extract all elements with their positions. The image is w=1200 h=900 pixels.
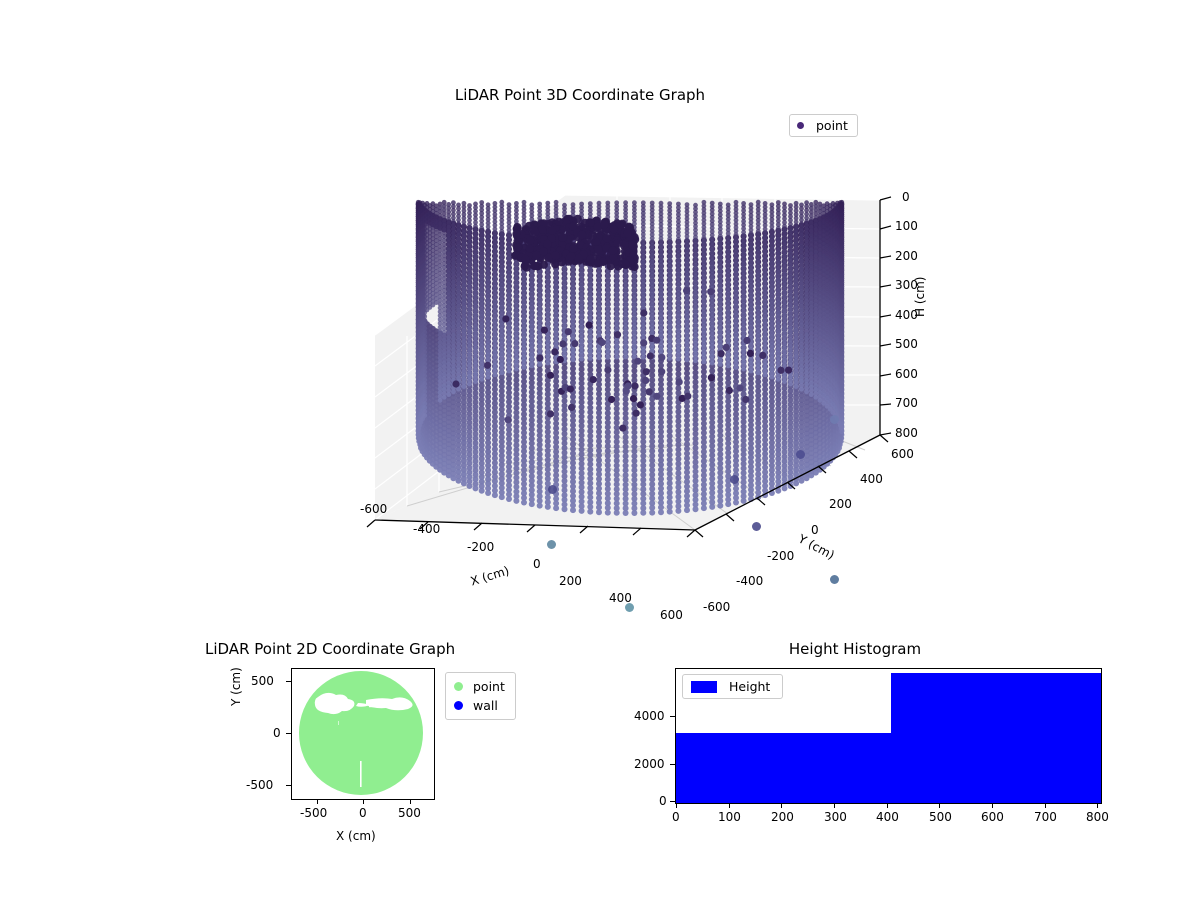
xtickhist-mark-600 xyxy=(992,803,993,808)
xtickhist-400: 400 xyxy=(876,810,899,824)
outlier-point xyxy=(730,475,739,484)
xtick2d-0: 0 xyxy=(359,806,367,820)
ytick-3d-n400: -400 xyxy=(736,574,763,588)
histogram-legend[interactable]: Height xyxy=(682,674,783,699)
ytickhist-mark-0 xyxy=(670,801,675,802)
xtick2d-n500: -500 xyxy=(300,806,327,820)
point-cloud-2d xyxy=(299,671,423,795)
ytick2d-mark-500 xyxy=(286,681,291,682)
wall-marker-icon xyxy=(454,701,463,710)
xtickhist-300: 300 xyxy=(824,810,847,824)
plot2d-legend-label-wall: wall xyxy=(473,698,498,713)
xtickhist-mark-400 xyxy=(887,803,888,808)
ytick-3d-n600: -600 xyxy=(703,600,730,614)
lidar-3d-axes: LiDAR Point 3D Coordinate Graph point xyxy=(300,70,960,630)
ytick-3d-n200: -200 xyxy=(767,549,794,563)
xtickhist-mark-300 xyxy=(834,803,835,808)
outlier-point xyxy=(830,415,839,424)
plot2d-legend-row-point[interactable]: point xyxy=(454,677,505,696)
xtick-3d-600: 600 xyxy=(660,608,683,622)
xtickhist-200: 200 xyxy=(771,810,794,824)
ytick-3d-600: 600 xyxy=(891,447,914,461)
outlier-point xyxy=(752,522,761,531)
xtickhist-mark-200 xyxy=(781,803,782,808)
xtickhist-600: 600 xyxy=(981,810,1004,824)
plot2d-legend-row-wall[interactable]: wall xyxy=(454,696,505,715)
xtickhist-0: 0 xyxy=(672,810,680,824)
ytick-3d-400: 400 xyxy=(860,472,883,486)
plot2d-canvas xyxy=(291,668,435,800)
ytickhist-0: 0 xyxy=(659,794,667,808)
hist-bar-1 xyxy=(676,733,891,803)
ztick-3d-700: 700 xyxy=(895,396,918,410)
ztick-3d-0: 0 xyxy=(902,190,910,204)
ylabel-2d: Y (cm) xyxy=(229,667,243,706)
xtickhist-mark-700 xyxy=(1045,803,1046,808)
outlier-point xyxy=(547,540,556,549)
xtick-3d-n200: -200 xyxy=(467,540,494,554)
height-histogram-axes: Height Histogram Height 0 2000 4000 0 10 xyxy=(620,640,1120,860)
ytick2d-n500: -500 xyxy=(246,778,273,792)
histogram-title: Height Histogram xyxy=(620,640,1090,658)
outlier-point xyxy=(625,603,634,612)
ztick-3d-600: 600 xyxy=(895,367,918,381)
xtick2d-500: 500 xyxy=(398,806,421,820)
outlier-point xyxy=(830,575,839,584)
xtickhist-mark-500 xyxy=(939,803,940,808)
height-swatch-icon xyxy=(691,681,717,693)
plot3d-svg xyxy=(300,90,960,630)
ytickhist-mark-4000 xyxy=(670,716,675,717)
xtick2d-mark-n500 xyxy=(317,799,318,804)
ztick-3d-100: 100 xyxy=(895,219,918,233)
outlier-point xyxy=(548,485,557,494)
hist-bar-2 xyxy=(891,673,1101,803)
xtickhist-100: 100 xyxy=(718,810,741,824)
xtick2d-mark-0 xyxy=(363,799,364,804)
xtick-3d-n400: -400 xyxy=(413,522,440,536)
ztick-3d-200: 200 xyxy=(895,249,918,263)
xlabel-2d: X (cm) xyxy=(336,829,376,843)
ytick-3d-200: 200 xyxy=(829,497,852,511)
ytick2d-500: 500 xyxy=(251,674,274,688)
xtickhist-500: 500 xyxy=(929,810,952,824)
ytick2d-mark-0 xyxy=(286,733,291,734)
ztick-3d-500: 500 xyxy=(895,337,918,351)
plot2d-svg xyxy=(292,669,434,799)
ytickhist-2000: 2000 xyxy=(634,757,665,771)
xtick-3d-0: 0 xyxy=(533,557,541,571)
xtickhist-mark-100 xyxy=(729,803,730,808)
xtick2d-mark-500 xyxy=(410,799,411,804)
ztick-3d-800: 800 xyxy=(895,426,918,440)
lidar-2d-axes: LiDAR Point 2D Coordinate Graph xyxy=(205,640,535,860)
point-marker-icon xyxy=(454,682,463,691)
plot2d-legend[interactable]: point wall xyxy=(445,672,516,720)
xtickhist-mark-800 xyxy=(1097,803,1098,808)
xtickhist-700: 700 xyxy=(1034,810,1057,824)
plot2d-legend-label-point: point xyxy=(473,679,505,694)
ytick-3d-0: 0 xyxy=(811,523,819,537)
outlier-point xyxy=(796,450,805,459)
ytickhist-4000: 4000 xyxy=(634,709,665,723)
histogram-legend-label: Height xyxy=(729,679,770,694)
plot3d-canvas xyxy=(300,90,960,630)
zlabel-3d: H (cm) xyxy=(913,277,927,318)
plot2d-title: LiDAR Point 2D Coordinate Graph xyxy=(205,640,495,658)
ytick2d-mark-n500 xyxy=(286,785,291,786)
xtickhist-800: 800 xyxy=(1086,810,1109,824)
xtickhist-mark-0 xyxy=(676,803,677,808)
matplotlib-figure: LiDAR Point 3D Coordinate Graph point xyxy=(0,0,1200,900)
ticks-z3d xyxy=(880,197,891,435)
ytick2d-0: 0 xyxy=(273,726,281,740)
xtick-3d-n600: -600 xyxy=(360,502,387,516)
ytickhist-mark-2000 xyxy=(670,764,675,765)
xtick-3d-200: 200 xyxy=(559,574,582,588)
